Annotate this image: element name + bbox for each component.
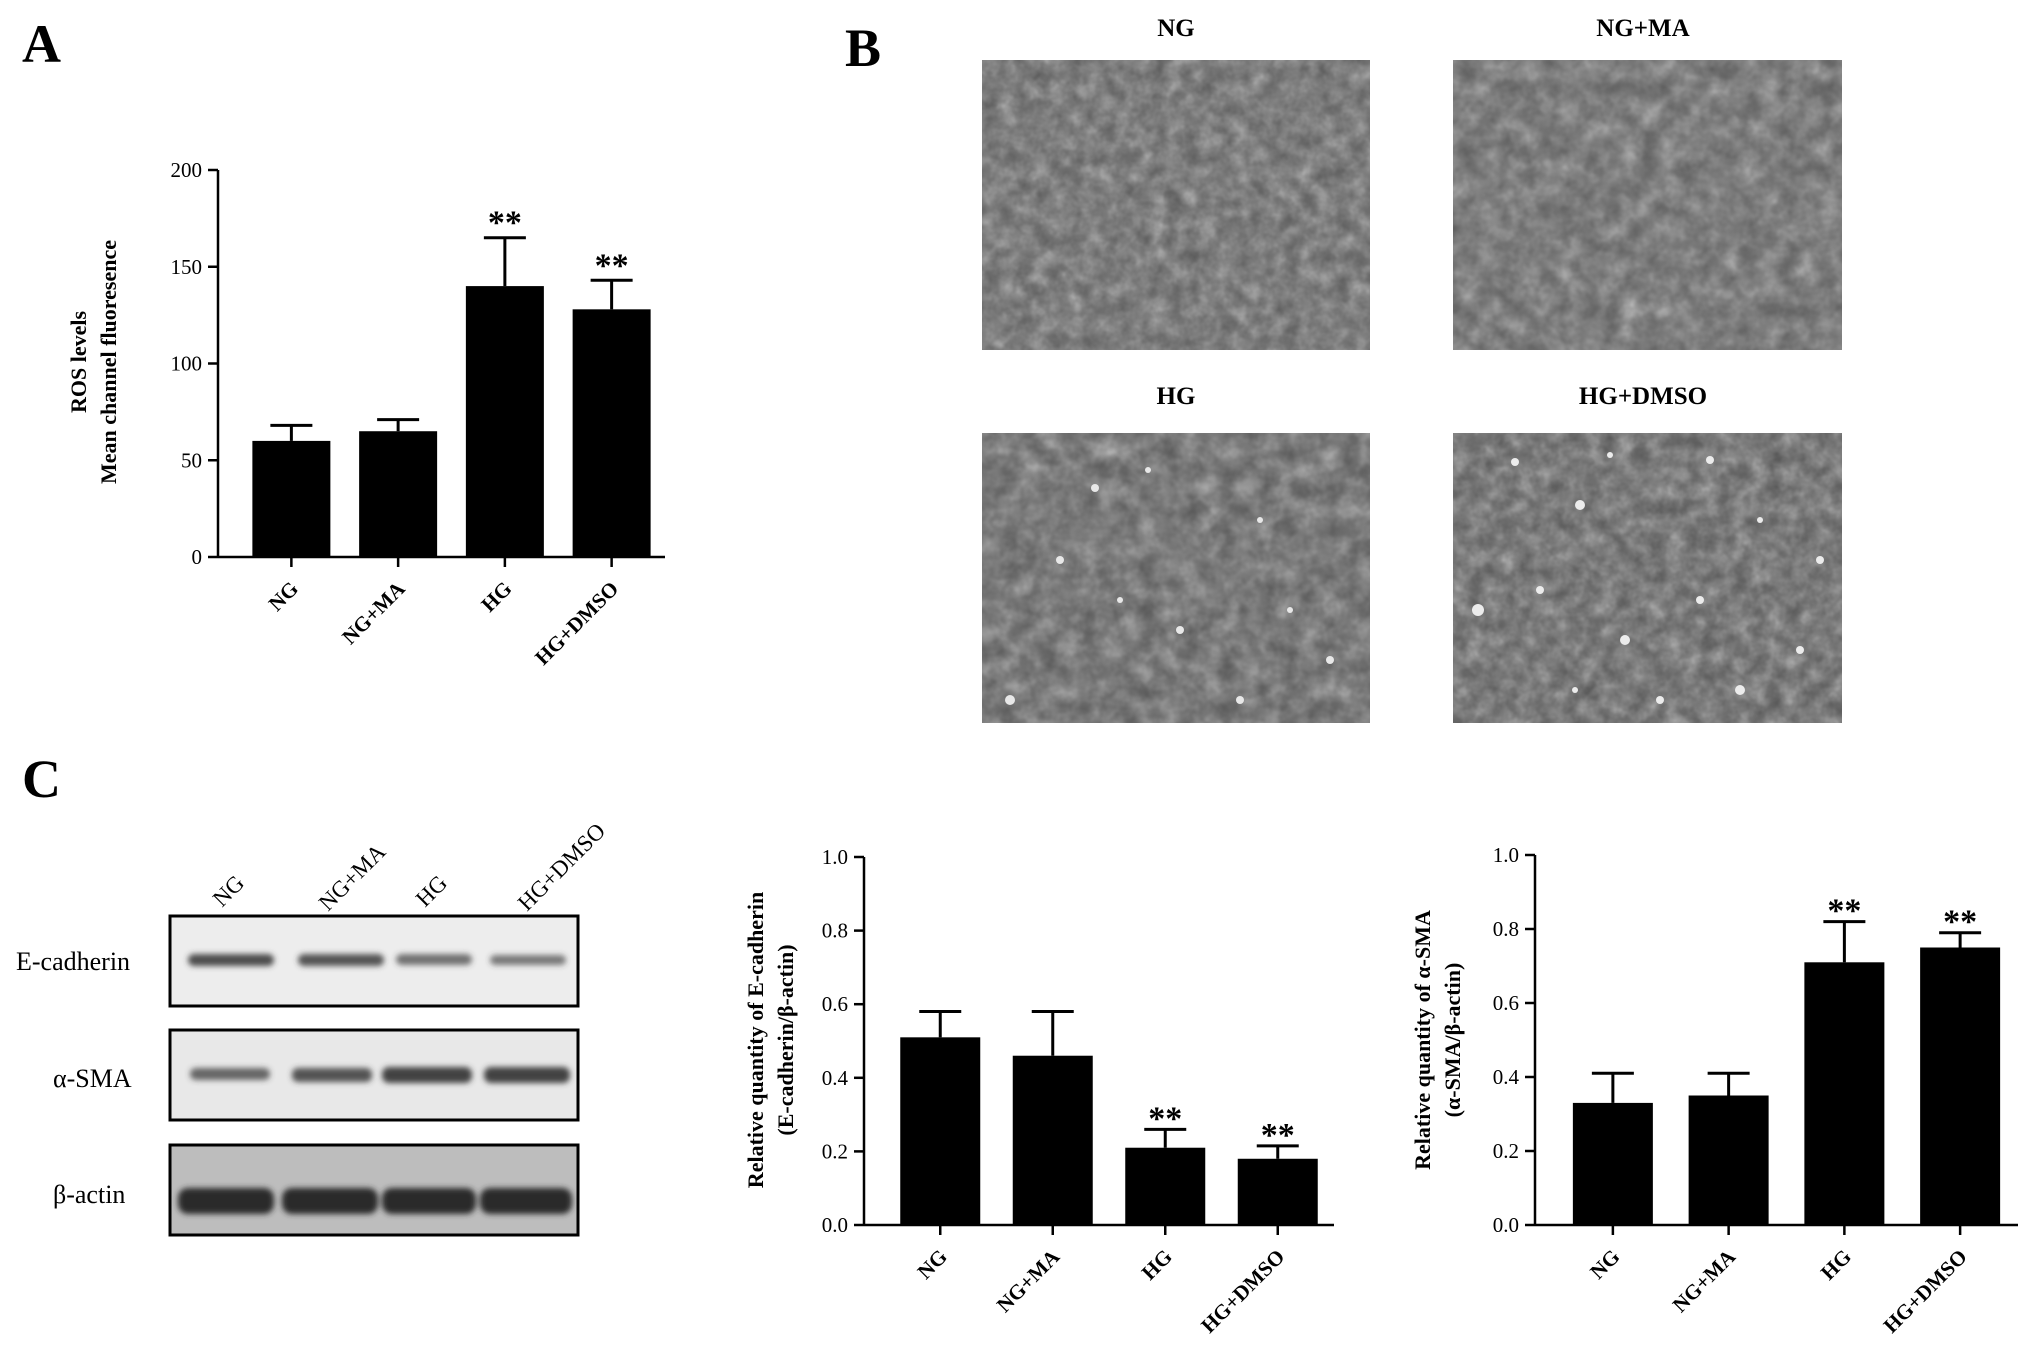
alpha-sma-category-label-ng: NG [1585,1245,1624,1284]
blot-lane-label-ng: NG [208,870,249,911]
blot-row-label-beta-actin: β-actin [53,1180,125,1209]
micrograph-grid: NG NG+MA HG HG+DMSO [982,15,1842,723]
alpha-sma-y-tick-label: 0.2 [1493,1139,1519,1163]
blot-lane-label-ng-ma: NG+MA [314,839,391,916]
alpha-sma-category-label-ng-ma: NG+MA [1668,1244,1741,1317]
alpha-sma-category-label-hg-dmso: HG+DMSO [1879,1245,1972,1338]
ros-y-axis-label-line1: ROS levels [66,311,91,413]
ros-bar-ng-ma [359,431,438,557]
e-cadherin-y-tick-label: 1.0 [822,845,848,869]
e-cadherin-y-tick-label: 0.4 [822,1066,849,1090]
ros-category-label-ng: NG [264,577,303,616]
ros-y-tick-label: 50 [181,448,202,472]
panel-letter-c: C [22,749,61,809]
ros-significance-hg: ** [488,205,522,242]
panel-letter-b: B [845,18,881,78]
micrograph-ng-ma-image [1453,60,1842,350]
alpha-sma-bar-chart: 0.0 0.2 0.4 0.6 0.8 1.0 NG NG+MA HG ** HG+DMSO ** Re… [1410,843,2018,1338]
blot-lane-label-hg-dmso: HG+DMSO [513,818,610,915]
e-cadherin-bar-hg-dmso [1237,1158,1318,1225]
alpha-sma-bar-ng-ma [1688,1095,1769,1225]
ros-y-tick-label: 200 [171,158,203,182]
e-cadherin-bar-hg [1125,1147,1206,1225]
alpha-sma-y-axis-label-line2: (α-SMA/β-actin) [1440,963,1465,1118]
e-cadherin-y-tick-label: 0.2 [822,1139,848,1163]
e-cadherin-y-axis-label-line2: (E-cadherin/β-actin) [773,944,798,1135]
alpha-sma-bar-ng [1572,1102,1653,1225]
e-cadherin-category-label-ng-ma: NG+MA [992,1244,1065,1317]
ros-y-axis-label-line2: Mean channel fluoresence [96,240,121,484]
alpha-sma-bar-hg-dmso [1920,947,2001,1225]
alpha-sma-significance-hg-dmso: ** [1943,904,1977,941]
e-cadherin-y-tick-label: 0.0 [822,1213,848,1237]
micrograph-title-ng-ma: NG+MA [1596,15,1689,42]
alpha-sma-bar-hg [1804,962,1885,1225]
micrograph-hg-image [982,433,1370,723]
alpha-sma-y-tick-label: 1.0 [1493,843,1519,867]
blot-row-label-alpha-sma: α-SMA [53,1064,132,1093]
ros-bar-hg [465,286,544,557]
alpha-sma-y-tick-label: 0.8 [1493,917,1519,941]
e-cadherin-category-label-hg-dmso: HG+DMSO [1196,1245,1289,1338]
alpha-sma-y-tick-label: 0.4 [1493,1065,1520,1089]
alpha-sma-category-label-hg: HG [1816,1245,1856,1285]
e-cadherin-significance-hg: ** [1148,1100,1182,1137]
e-cadherin-significance-hg-dmso: ** [1261,1117,1295,1154]
e-cadherin-category-label-ng: NG [913,1245,952,1284]
ros-y-tick-label: 100 [171,352,203,376]
ros-y-tick-label: 150 [171,255,203,279]
ros-y-tick-label: 0 [192,545,203,569]
alpha-sma-y-axis-label-line1: Relative quantity of α-SMA [1410,910,1435,1170]
e-cadherin-y-axis-label-line1: Relative quantity of E-cadherin [743,892,768,1188]
alpha-sma-significance-hg: ** [1827,893,1861,930]
e-cadherin-bar-ng [900,1037,981,1225]
e-cadherin-bar-chart: 0.0 0.2 0.4 0.6 0.8 1.0 NG NG+MA HG ** HG+DMSO ** Re… [743,845,1334,1338]
alpha-sma-y-tick-label: 0.0 [1493,1213,1519,1237]
e-cadherin-y-tick-label: 0.8 [822,919,848,943]
e-cadherin-category-label-hg: HG [1137,1245,1177,1285]
ros-category-label-ng-ma: NG+MA [337,576,410,649]
micrograph-title-hg-dmso: HG+DMSO [1579,383,1707,410]
western-blot: NG NG+MA HG HG+DMSO E-cadherin α-SMA β-a… [16,818,610,1237]
micrograph-hg-dmso-image [1453,433,1842,723]
e-cadherin-bar-ng-ma [1012,1055,1093,1225]
micrograph-ng-image [982,60,1370,350]
ros-category-label-hg: HG [476,577,516,617]
panel-letter-a: A [22,14,61,74]
blot-strip-e-cadherin [168,914,580,1008]
ros-significance-hg-dmso: ** [595,247,629,284]
micrograph-title-hg: HG [1157,383,1196,410]
blot-strip-alpha-sma [168,1028,580,1122]
e-cadherin-y-tick-label: 0.6 [822,992,848,1016]
ros-levels-bar-chart: 0 50 100 150 200 NG NG+MA HG ** HG+DMSO ** ROS leve… [66,158,665,670]
alpha-sma-y-tick-label: 0.6 [1493,991,1519,1015]
blot-lane-label-hg: HG [411,870,452,911]
micrograph-title-ng: NG [1157,15,1195,42]
blot-row-label-e-cadherin: E-cadherin [16,947,130,976]
blot-strip-beta-actin [168,1143,580,1237]
ros-bar-hg-dmso [572,309,651,557]
ros-category-label-hg-dmso: HG+DMSO [530,577,623,670]
ros-bar-ng [252,440,331,557]
